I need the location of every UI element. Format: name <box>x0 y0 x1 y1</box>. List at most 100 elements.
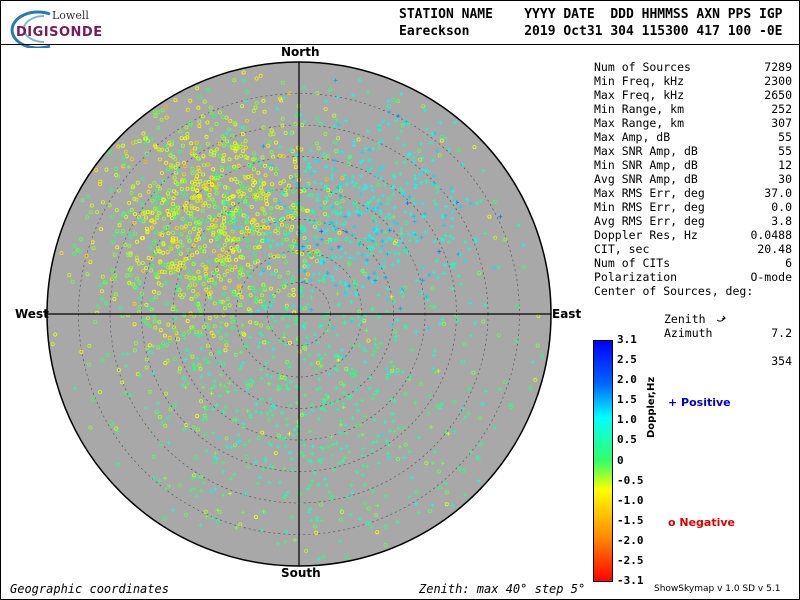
source-positive <box>330 166 335 171</box>
source-negative <box>210 197 215 202</box>
source-negative <box>418 382 423 387</box>
source-negative <box>238 144 243 149</box>
source-negative <box>195 280 200 285</box>
source-negative <box>170 307 175 312</box>
source-negative <box>212 150 217 155</box>
source-negative <box>195 86 200 91</box>
source-positive <box>371 440 376 445</box>
source-positive <box>373 337 378 342</box>
source-positive <box>258 161 263 166</box>
source-positive <box>382 259 387 264</box>
source-negative <box>481 319 486 324</box>
colorbar-tick-label: 0 <box>617 453 624 467</box>
source-positive <box>399 91 404 96</box>
source-positive <box>302 260 307 265</box>
source-negative <box>170 261 175 266</box>
source-positive <box>284 416 289 421</box>
source-positive <box>405 181 410 186</box>
source-negative <box>276 254 281 259</box>
source-positive <box>192 486 197 491</box>
source-negative <box>275 205 280 210</box>
source-positive <box>273 319 278 324</box>
source-positive <box>309 148 314 153</box>
source-negative <box>188 120 193 125</box>
source-positive <box>452 429 457 434</box>
source-negative <box>198 366 203 371</box>
source-positive <box>233 225 238 230</box>
stat-value: 12 <box>778 158 792 172</box>
source-positive <box>201 385 206 390</box>
source-negative <box>238 153 243 158</box>
source-negative <box>338 188 343 193</box>
source-positive <box>335 291 340 296</box>
source-negative <box>383 524 388 529</box>
source-negative <box>115 245 120 250</box>
source-positive <box>408 212 413 217</box>
source-negative <box>149 256 154 261</box>
source-positive <box>73 386 78 391</box>
source-positive <box>377 315 382 320</box>
source-negative <box>284 224 289 229</box>
source-positive <box>324 483 329 488</box>
source-negative <box>332 113 337 118</box>
source-negative <box>196 165 201 170</box>
source-negative <box>140 176 145 181</box>
source-negative <box>323 155 328 160</box>
source-positive <box>428 141 433 145</box>
source-positive <box>229 445 234 450</box>
source-negative <box>176 288 181 293</box>
source-negative <box>225 257 230 262</box>
source-positive <box>382 183 387 188</box>
source-positive <box>321 151 326 156</box>
source-negative <box>102 280 107 285</box>
source-negative <box>283 130 288 135</box>
source-positive <box>314 387 319 392</box>
source-positive <box>246 294 251 299</box>
source-positive <box>360 284 365 289</box>
source-negative <box>188 98 193 103</box>
source-positive <box>424 178 429 183</box>
source-positive <box>389 360 394 365</box>
source-negative <box>329 496 334 501</box>
source-negative <box>477 271 482 276</box>
source-positive <box>419 180 424 185</box>
source-negative <box>226 166 231 171</box>
source-positive <box>336 244 341 249</box>
source-positive <box>247 439 252 444</box>
source-positive <box>449 195 454 200</box>
source-positive <box>255 481 260 486</box>
source-positive <box>349 299 354 304</box>
source-negative <box>105 353 110 358</box>
source-negative <box>237 269 242 274</box>
source-positive <box>360 253 365 258</box>
source-positive <box>307 483 312 488</box>
source-positive <box>120 351 125 356</box>
source-positive <box>268 230 273 235</box>
source-positive <box>270 413 275 418</box>
source-negative <box>231 194 236 199</box>
source-negative <box>227 157 232 162</box>
source-positive <box>279 411 284 416</box>
source-negative <box>508 402 513 407</box>
source-positive <box>438 120 443 125</box>
source-positive <box>364 261 369 266</box>
source-positive <box>378 211 383 216</box>
source-negative <box>236 163 241 168</box>
source-positive <box>385 252 390 257</box>
source-positive <box>407 377 412 382</box>
source-negative <box>336 136 341 141</box>
source-negative <box>276 230 281 235</box>
source-negative <box>147 306 152 311</box>
source-negative <box>120 380 125 385</box>
source-positive <box>126 165 131 170</box>
source-positive <box>371 488 376 493</box>
source-negative <box>258 185 263 190</box>
source-negative <box>232 443 237 448</box>
stat-label: Doppler Res, Hz <box>594 228 698 242</box>
source-positive <box>282 331 287 336</box>
source-negative <box>436 469 441 474</box>
source-positive <box>315 242 320 247</box>
source-negative <box>277 274 282 279</box>
source-negative <box>164 391 169 396</box>
source-negative <box>216 273 221 278</box>
